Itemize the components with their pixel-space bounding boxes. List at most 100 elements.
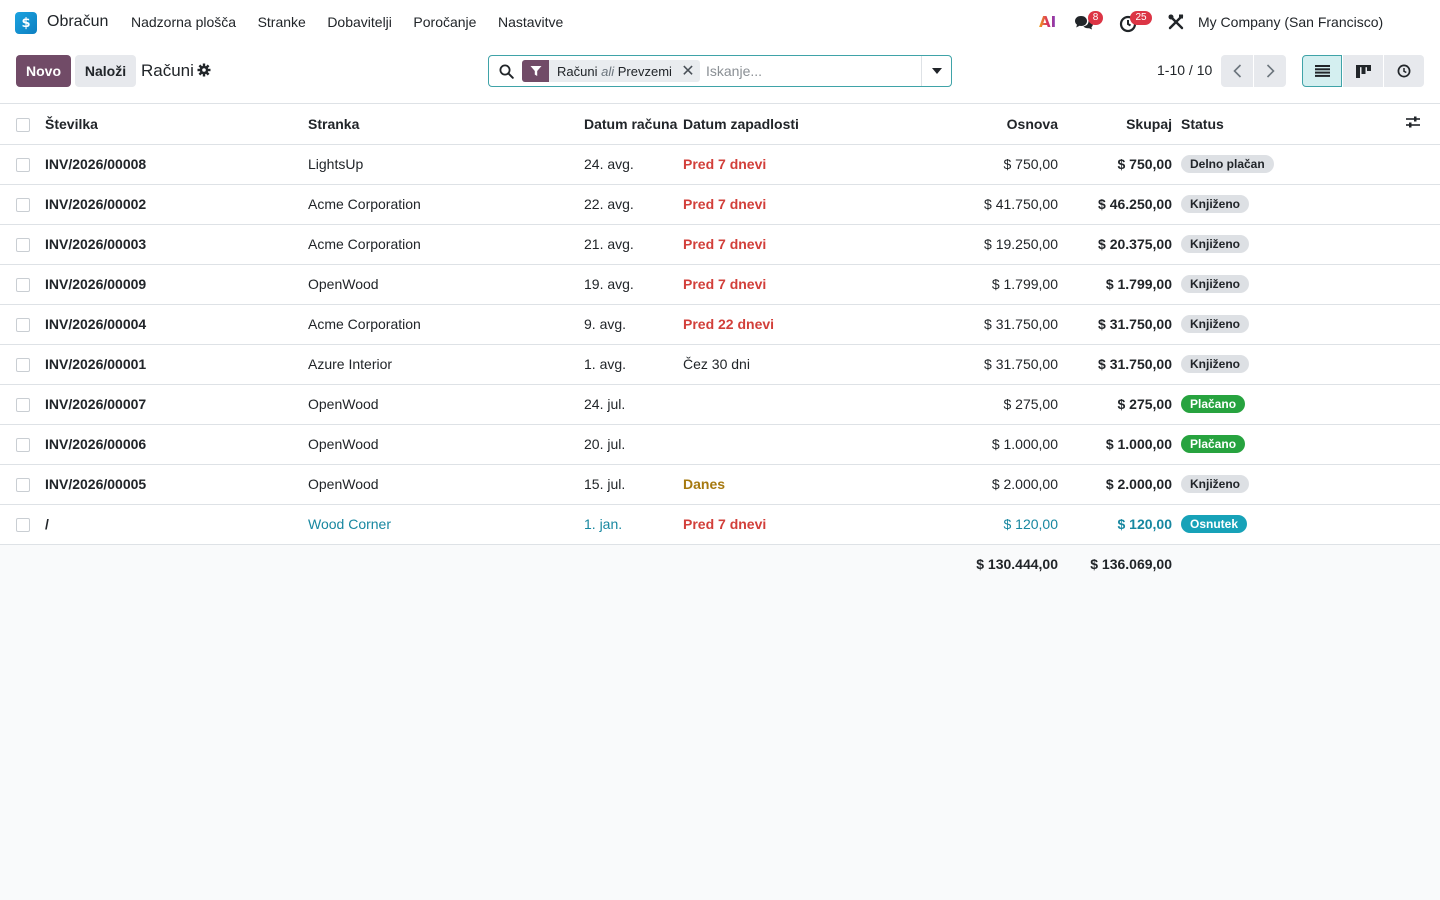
invoice-number: INV/2026/00001 xyxy=(45,344,308,385)
menu-item-dashboard[interactable]: Nadzorna plošča xyxy=(131,14,237,30)
list-view-button[interactable] xyxy=(1302,55,1342,87)
row-select-cell[interactable] xyxy=(0,344,45,385)
invoice-number: INV/2026/00009 xyxy=(45,264,308,305)
breadcrumb: Računi xyxy=(141,61,194,80)
row-select-cell[interactable] xyxy=(0,384,45,425)
row-checkbox[interactable] xyxy=(16,278,30,293)
partner-name: OpenWood xyxy=(308,264,584,305)
kanban-view-button[interactable] xyxy=(1343,55,1383,87)
partner-name: OpenWood xyxy=(308,464,584,505)
row-select-cell[interactable] xyxy=(0,424,45,465)
row-checkbox[interactable] xyxy=(16,358,30,373)
upload-button[interactable]: Naloži xyxy=(75,55,136,87)
invoice-date: 21. avg. xyxy=(584,224,683,265)
invoice-table: Številka Stranka Datum računa Datum zapa… xyxy=(0,104,1440,584)
row-checkbox[interactable] xyxy=(16,478,30,493)
invoice-rows: INV/2026/00008 LightsUp 24. avg. Pred 7 dne… xyxy=(0,144,1440,545)
row-select-cell[interactable] xyxy=(0,224,45,265)
company-switcher[interactable]: My Company (San Francisco) xyxy=(1198,14,1384,30)
row-checkbox[interactable] xyxy=(16,398,30,413)
row-select-cell[interactable] xyxy=(0,504,45,545)
table-row[interactable]: INV/2026/00009 OpenWood 19. avg. Pred 7 dne… xyxy=(0,264,1440,305)
untaxed-amount: $ 1.799,00 xyxy=(873,264,1058,305)
table-row[interactable]: INV/2026/00004 Acme Corporation 9. avg. Pre… xyxy=(0,304,1440,345)
kanban-view-icon xyxy=(1355,64,1371,78)
menu-item-vendors[interactable]: Dobavitelji xyxy=(327,14,392,30)
menu-item-configuration[interactable]: Nastavitve xyxy=(497,14,564,30)
row-select-cell[interactable] xyxy=(0,464,45,505)
row-checkbox[interactable] xyxy=(16,238,30,253)
menu-item-customers[interactable]: Stranke xyxy=(257,14,306,30)
table-row[interactable]: INV/2026/00002 Acme Corporation 22. avg. Pr… xyxy=(0,184,1440,225)
row-checkbox[interactable] xyxy=(16,438,30,453)
ai-icon[interactable]: AI xyxy=(1039,13,1057,31)
new-button[interactable]: Novo xyxy=(16,55,71,87)
search-options-toggle[interactable] xyxy=(921,56,951,86)
total-amount: $ 120,00 xyxy=(1058,504,1172,545)
partner-name: Acme Corporation xyxy=(308,224,584,265)
col-header-partner[interactable]: Stranka xyxy=(308,104,584,145)
row-checkbox[interactable] xyxy=(16,518,30,533)
debug-tools-icon[interactable] xyxy=(1167,13,1185,31)
pager-next-button[interactable] xyxy=(1254,55,1286,87)
search-facet: Računi ali Prevzemi ✕ xyxy=(522,60,700,82)
untaxed-amount: $ 31.750,00 xyxy=(873,304,1058,345)
table-row[interactable]: INV/2026/00005 OpenWood 15. jul. Danes $ 2.0… xyxy=(0,464,1440,505)
search-input[interactable] xyxy=(706,61,916,81)
row-select-cell[interactable] xyxy=(0,144,45,185)
untaxed-amount: $ 2.000,00 xyxy=(873,464,1058,505)
search-icon[interactable] xyxy=(499,64,514,79)
partner-name: Acme Corporation xyxy=(308,184,584,225)
app-name[interactable]: Obračun xyxy=(47,13,109,30)
table-row[interactable]: INV/2026/00008 LightsUp 24. avg. Pred 7 dne… xyxy=(0,144,1440,185)
status-badge: Knjiženo xyxy=(1181,355,1249,373)
status-badge: Osnutek xyxy=(1181,515,1248,533)
menu-item-reporting[interactable]: Poročanje xyxy=(413,14,477,30)
invoice-number: INV/2026/00006 xyxy=(45,424,308,465)
table-row[interactable]: / Wood Corner 1. jan. Pred 7 dnevi $ 120,00 $… xyxy=(0,504,1440,545)
activity-view-button[interactable] xyxy=(1384,55,1424,87)
row-checkbox[interactable] xyxy=(16,318,30,333)
col-header-status[interactable]: Status xyxy=(1181,104,1405,145)
col-header-due-date[interactable]: Datum zapadlosti xyxy=(683,104,873,145)
due-date: Čez 30 dni xyxy=(683,344,873,385)
table-row[interactable]: INV/2026/00001 Azure Interior 1. avg. Čez 3… xyxy=(0,344,1440,385)
pager-value[interactable]: 1-10 / 10 xyxy=(1157,62,1213,78)
filter-icon xyxy=(522,60,549,82)
select-all-cell[interactable] xyxy=(0,104,45,145)
col-header-total[interactable]: Skupaj xyxy=(1058,104,1172,145)
invoice-date: 9. avg. xyxy=(584,304,683,345)
pager-previous-button[interactable] xyxy=(1221,55,1253,87)
total-untaxed: $ 130.444,00 xyxy=(976,556,1058,573)
invoicing-app-icon[interactable]: $ xyxy=(15,12,37,34)
col-header-number[interactable]: Številka xyxy=(45,104,308,145)
row-select-cell[interactable] xyxy=(0,264,45,305)
invoice-date: 24. jul. xyxy=(584,384,683,425)
status-cell: Plačano xyxy=(1181,424,1405,465)
optional-columns-toggle[interactable] xyxy=(1405,104,1440,145)
invoice-list: Številka Stranka Datum računa Datum zapa… xyxy=(0,104,1440,584)
top-navbar: $ Obračun Nadzorna plošča Stranke Dobavi… xyxy=(0,0,1440,46)
invoice-date: 22. avg. xyxy=(584,184,683,225)
untaxed-amount: $ 1.000,00 xyxy=(873,424,1058,465)
total-amount: $ 31.750,00 xyxy=(1058,304,1172,345)
table-row[interactable]: INV/2026/00003 Acme Corporation 21. avg. Pr… xyxy=(0,224,1440,265)
select-all-checkbox[interactable] xyxy=(16,117,30,132)
close-icon[interactable]: ✕ xyxy=(681,63,695,80)
table-row[interactable]: INV/2026/00007 OpenWood 24. jul. $ 275,00 $ … xyxy=(0,384,1440,425)
status-badge: Knjiženo xyxy=(1181,195,1249,213)
gear-icon[interactable] xyxy=(197,63,211,77)
total-amount: $ 31.750,00 xyxy=(1058,344,1172,385)
row-checkbox[interactable] xyxy=(16,198,30,213)
status-badge: Knjiženo xyxy=(1181,235,1249,253)
row-select-cell[interactable] xyxy=(0,304,45,345)
col-header-invoice-date[interactable]: Datum računa xyxy=(584,104,683,145)
status-badge: Knjiženo xyxy=(1181,275,1249,293)
invoice-number: / xyxy=(45,504,308,545)
due-date xyxy=(683,384,873,425)
col-header-untaxed[interactable]: Osnova xyxy=(873,104,1058,145)
row-select-cell[interactable] xyxy=(0,184,45,225)
table-row[interactable]: INV/2026/00006 OpenWood 20. jul. $ 1.000,00… xyxy=(0,424,1440,465)
invoice-number: INV/2026/00002 xyxy=(45,184,308,225)
row-checkbox[interactable] xyxy=(16,158,30,173)
